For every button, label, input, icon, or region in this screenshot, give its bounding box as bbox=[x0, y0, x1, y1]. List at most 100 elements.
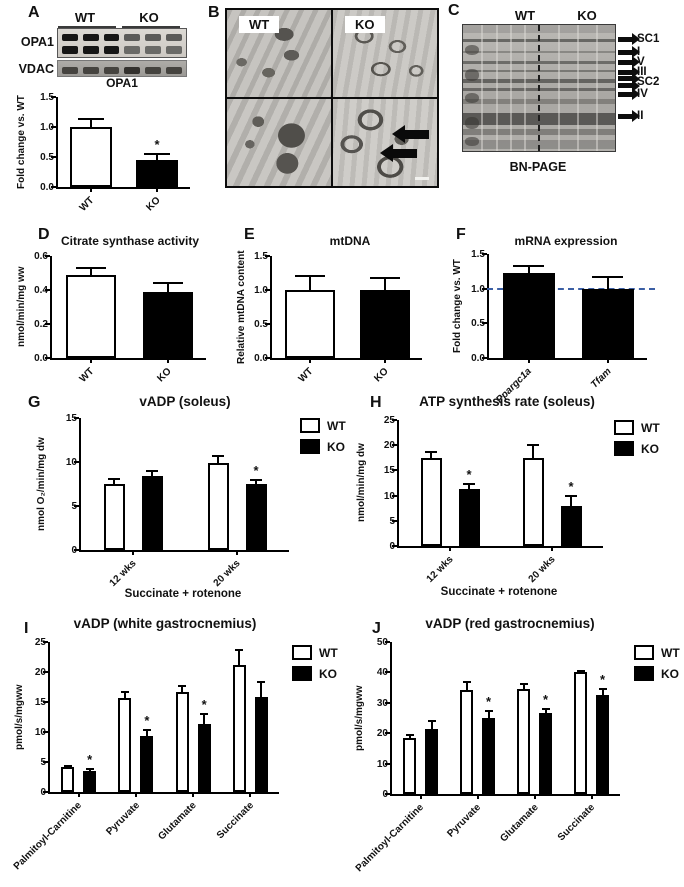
panel-g-label: G bbox=[28, 394, 41, 411]
chart-h-plot: 051015202512 wks*20 wks* bbox=[384, 415, 603, 585]
chart-d-plot: 0.0 0.2 0.4 0.6 WT KO bbox=[34, 251, 206, 385]
vdac-row-label: VDAC bbox=[18, 62, 54, 76]
bn-page-gel bbox=[462, 24, 616, 152]
panel-d-label: D bbox=[38, 226, 50, 243]
gel-lane bbox=[166, 31, 182, 55]
panel-j-label: J bbox=[372, 620, 381, 637]
legend-ko-row: KO bbox=[614, 441, 660, 456]
chart-g-ylabel: nmol O₂/min/mg dw bbox=[36, 437, 47, 531]
band-row-sc1: SC1 bbox=[618, 33, 659, 45]
ko-swatch bbox=[634, 666, 654, 681]
panel-a-label: A bbox=[28, 4, 40, 21]
panel-i-label: I bbox=[24, 620, 29, 637]
panel-b: B WT KO bbox=[205, 2, 440, 197]
legend-ko-label: KO bbox=[319, 666, 337, 681]
band-row-iii: III bbox=[618, 66, 647, 78]
legend-ko-label: KO bbox=[641, 441, 659, 456]
gel-lane bbox=[62, 31, 78, 55]
arrow-left-icon bbox=[392, 125, 429, 144]
legend-wt-row: WT bbox=[634, 645, 680, 660]
wt-swatch bbox=[614, 420, 634, 435]
arrow-right-icon bbox=[618, 46, 640, 58]
blot-wt-header: WT bbox=[74, 10, 96, 25]
opa1-western-blot bbox=[57, 28, 187, 58]
blot-ko-header: KO bbox=[139, 10, 159, 25]
wt-swatch bbox=[300, 418, 320, 433]
band-label: SC2 bbox=[637, 76, 660, 88]
chart-e-title: mtDNA bbox=[329, 234, 371, 248]
gel-lane bbox=[166, 63, 182, 74]
ko-swatch bbox=[292, 666, 312, 681]
band-row-sc2: SC2 bbox=[618, 72, 660, 92]
chart-j-ylabel: pmol/s/mgww bbox=[354, 685, 365, 751]
double-arrow-right-icon bbox=[618, 72, 640, 92]
legend: WT KO bbox=[300, 418, 346, 454]
em-image-ko-low: KO bbox=[333, 10, 437, 97]
band-row-i: I bbox=[618, 46, 640, 58]
band-label: IV bbox=[637, 88, 648, 100]
chart-f-title: mRNA expression bbox=[514, 234, 618, 248]
chart-a-title: OPA1 bbox=[106, 76, 138, 90]
gel-lane bbox=[124, 31, 141, 55]
band-row-iv: IV bbox=[618, 88, 648, 100]
panel-c: C WT KO bbox=[440, 2, 684, 192]
gel-lane bbox=[82, 31, 99, 55]
chart-i-ylabel: pmol/s/mgww bbox=[14, 684, 25, 750]
ko-underline bbox=[122, 26, 180, 28]
chart-g-xlabel: Succinate + rotenone bbox=[124, 588, 242, 600]
panel-d: D Citrate synthase activity nmol/min/mg … bbox=[14, 226, 229, 392]
em-image-wt-low: WT bbox=[227, 10, 331, 97]
arrow-right-icon bbox=[618, 110, 640, 122]
chart-f-plot: 0.0 0.5 1.0 1.5 Ppargc1a Tfam bbox=[471, 249, 655, 406]
ko-swatch bbox=[614, 441, 634, 456]
legend-ko-row: KO bbox=[300, 439, 346, 454]
gel-ko-header: KO bbox=[577, 8, 597, 23]
legend: WT KO bbox=[634, 645, 680, 681]
gel-lane bbox=[103, 63, 120, 74]
panel-j: J vADP (red gastrocnemius) pmol/s/mgww 0… bbox=[350, 612, 684, 887]
scale-bar bbox=[415, 177, 429, 180]
chart-d-title: Citrate synthase activity bbox=[60, 234, 200, 248]
wt-swatch bbox=[292, 645, 312, 660]
arrow-left-icon bbox=[380, 143, 417, 162]
band-label: V bbox=[637, 56, 645, 68]
panel-b-label: B bbox=[208, 4, 220, 21]
chart-h-ylabel: nmol/min/mg dw bbox=[356, 443, 367, 523]
panel-h: H ATP synthesis rate (soleus) nmol/min/m… bbox=[352, 392, 684, 612]
panel-f-label: F bbox=[456, 226, 466, 243]
chart-h-title: ATP synthesis rate (soleus) bbox=[419, 394, 595, 409]
opa1-row-label: OPA1 bbox=[20, 35, 54, 49]
chart-f-ylabel: Fold change vs. WT bbox=[452, 259, 463, 353]
em-image-wt-high bbox=[227, 99, 331, 186]
gel-divider-dashed bbox=[538, 25, 540, 151]
chart-e-ylabel: Relative mtDNA content bbox=[236, 250, 247, 364]
band-label: SC1 bbox=[637, 33, 660, 45]
chart-h-xlabel: Succinate + rotenone bbox=[440, 586, 558, 598]
legend-ko-row: KO bbox=[634, 666, 680, 681]
arrow-right-icon bbox=[618, 66, 640, 78]
chart-i-plot: 0510152025Palmitoyl-Carnitine*Pyruvate*G… bbox=[12, 637, 279, 872]
legend: WT KO bbox=[614, 420, 660, 456]
chart-j-plot: 01020304050Palmitoyl-CarnitinePyruvate*G… bbox=[354, 637, 620, 874]
panel-g: G vADP (soleus) nmol O₂/min/mg dw 051015… bbox=[22, 392, 352, 612]
band-label: III bbox=[637, 66, 647, 78]
em-image-ko-high bbox=[333, 99, 437, 186]
panel-e: E mtDNA Relative mtDNA content 0.0 0.5 1.0… bbox=[232, 226, 444, 392]
wt-swatch bbox=[634, 645, 654, 660]
panel-f: F mRNA expression Fold change vs. WT 0.0… bbox=[446, 226, 684, 406]
panel-e-label: E bbox=[244, 226, 255, 243]
legend-ko-row: KO bbox=[292, 666, 338, 681]
wt-underline bbox=[58, 26, 116, 28]
band-row-v: V bbox=[618, 56, 645, 68]
band-row-ii: II bbox=[618, 110, 643, 122]
chart-j-title: vADP (red gastrocnemius) bbox=[425, 616, 595, 631]
chart-i-title: vADP (white gastrocnemius) bbox=[73, 616, 257, 631]
gel-lane bbox=[103, 31, 120, 55]
chart-g-title: vADP (soleus) bbox=[139, 394, 231, 409]
gel-lane bbox=[82, 63, 99, 74]
gel-lane bbox=[145, 31, 162, 55]
panel-a: A WT KO OPA1 VDAC OPA1 Fold change vs. W… bbox=[8, 4, 208, 220]
legend-wt-row: WT bbox=[292, 645, 338, 660]
em-wt-tag: WT bbox=[239, 16, 280, 33]
